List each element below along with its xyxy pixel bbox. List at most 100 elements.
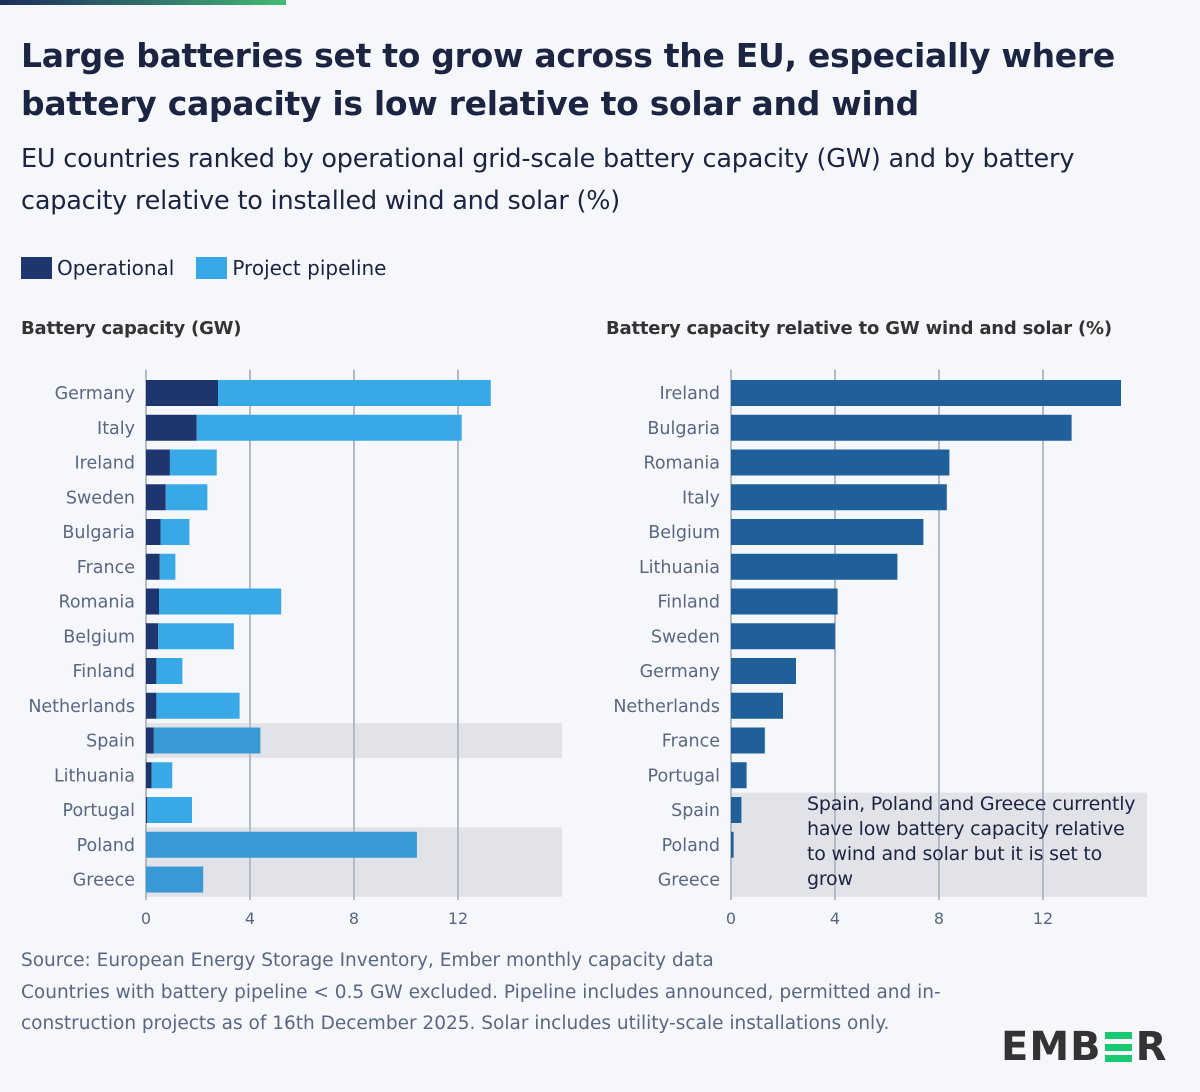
capacity-category-label: France (77, 558, 135, 578)
capacity-category-label: Finland (72, 662, 135, 682)
capacity-bar-pipeline (165, 484, 208, 511)
capacity-bar-operational (146, 658, 157, 684)
capacity-bar-pipeline (218, 380, 491, 406)
legend-label-operational: Operational (57, 256, 175, 280)
capacity-bar-pipeline (156, 658, 183, 684)
ratio-category-label: Netherlands (613, 697, 720, 717)
legend-label-pipeline: Project pipeline (232, 256, 387, 280)
capacity-bar-pipeline (146, 866, 204, 893)
capacity-bar-pipeline (147, 797, 193, 823)
ratio-category-label: Portugal (648, 766, 720, 786)
ratio-tick-label: 8 (934, 909, 944, 928)
legend-swatch-pipeline (196, 257, 228, 279)
capacity-bar-operational (146, 692, 157, 719)
ratio-bar (731, 623, 835, 650)
ratio-category-label: Lithuania (639, 558, 720, 578)
legend-item-operational: Operational (21, 256, 174, 280)
note-text: Countries with battery pipeline < 0.5 GW… (21, 981, 941, 1035)
ember-logo: EMB R (1001, 1024, 1168, 1070)
ratio-bar (731, 380, 1121, 406)
ratio-bar (731, 831, 734, 858)
ratio-tick-label: 0 (726, 909, 736, 928)
ratio-bar (731, 762, 747, 789)
capacity-bar-operational (146, 588, 159, 615)
capacity-category-label: Poland (77, 836, 135, 856)
ratio-category-label: Ireland (659, 384, 720, 404)
ratio-bar (731, 414, 1072, 441)
capacity-bar-pipeline (156, 692, 240, 719)
capacity-category-label: Spain (86, 732, 135, 752)
accent-bar (0, 0, 286, 5)
footer-notes: Source: European Energy Storage Inventor… (21, 945, 951, 1040)
capacity-bar-operational (146, 623, 159, 650)
ratio-category-label: Finland (657, 593, 720, 613)
ratio-bar (731, 484, 947, 511)
capacity-tick-label: 12 (448, 909, 468, 928)
logo-text-prefix: EMB (1001, 1024, 1102, 1070)
capacity-bar-operational (146, 727, 154, 754)
ratio-category-label: Sweden (651, 627, 720, 647)
capacity-bar-operational (146, 484, 166, 511)
capacity-category-label: Ireland (74, 454, 135, 474)
capacity-bar-operational (146, 797, 148, 823)
capacity-bar-pipeline (153, 727, 261, 754)
ratio-bar (731, 692, 783, 719)
capacity-bar-pipeline (160, 519, 190, 545)
ratio-category-label: Romania (643, 454, 720, 474)
ratio-bar (731, 553, 898, 580)
capacity-bar-operational (146, 553, 160, 580)
capacity-category-label: Italy (97, 419, 135, 439)
annotation-text: Spain, Poland and Greece currently have … (807, 793, 1136, 890)
ratio-bar (731, 727, 765, 754)
legend-item-pipeline: Project pipeline (196, 256, 386, 280)
capacity-bar-pipeline (169, 449, 217, 476)
ratio-bar (731, 449, 950, 476)
ratio-bar (731, 658, 796, 684)
capacity-bar-pipeline (196, 414, 462, 441)
capacity-category-label: Netherlands (28, 697, 135, 717)
right-panel-title: Battery capacity relative to GW wind and… (606, 318, 1112, 339)
ratio-category-label: Italy (682, 488, 720, 508)
capacity-category-label: Sweden (66, 488, 135, 508)
capacity-bar-operational (146, 414, 197, 441)
legend: Operational Project pipeline (21, 256, 408, 280)
capacity-tick-label: 4 (245, 909, 255, 928)
ratio-tick-label: 4 (830, 909, 840, 928)
logo-e-bars (1104, 1032, 1132, 1062)
capacity-category-label: Greece (73, 871, 135, 891)
capacity-category-label: Germany (55, 384, 135, 404)
legend-swatch-operational (21, 257, 52, 279)
ratio-category-label: France (662, 732, 720, 752)
ratio-category-label: Bulgaria (647, 419, 720, 439)
left-panel-title: Battery capacity (GW) (21, 318, 242, 339)
ratio-category-label: Germany (640, 662, 720, 682)
chart-subtitle: EU countries ranked by operational grid-… (21, 144, 1075, 216)
source-text: Source: European Energy Storage Inventor… (21, 950, 714, 971)
ratio-bar (731, 588, 838, 615)
capacity-bar-pipeline (158, 623, 234, 650)
capacity-category-label: Belgium (63, 627, 135, 647)
capacity-bar-pipeline (151, 762, 173, 789)
ratio-category-label: Poland (662, 836, 720, 856)
ratio-category-label: Belgium (648, 523, 720, 543)
logo-text-suffix: R (1135, 1024, 1168, 1070)
capacity-tick-label: 0 (141, 909, 151, 928)
capacity-category-label: Portugal (63, 801, 135, 821)
capacity-category-label: Lithuania (54, 766, 135, 786)
capacity-tick-label: 8 (349, 909, 359, 928)
capacity-bar-pipeline (159, 588, 282, 615)
capacity-bar-operational (146, 380, 219, 406)
capacity-category-label: Romania (58, 593, 135, 613)
capacity-bar-pipeline (146, 831, 417, 858)
capacity-bar-pipeline (159, 553, 176, 580)
ratio-tick-label: 12 (1033, 909, 1053, 928)
ratio-category-label: Spain (671, 801, 720, 821)
ratio-category-label: Greece (658, 871, 720, 891)
capacity-bar-operational (146, 519, 161, 545)
capacity-bar-operational (146, 449, 170, 476)
capacity-bar-operational (146, 762, 152, 789)
capacity-category-label: Bulgaria (62, 523, 135, 543)
ratio-bar (731, 519, 924, 545)
